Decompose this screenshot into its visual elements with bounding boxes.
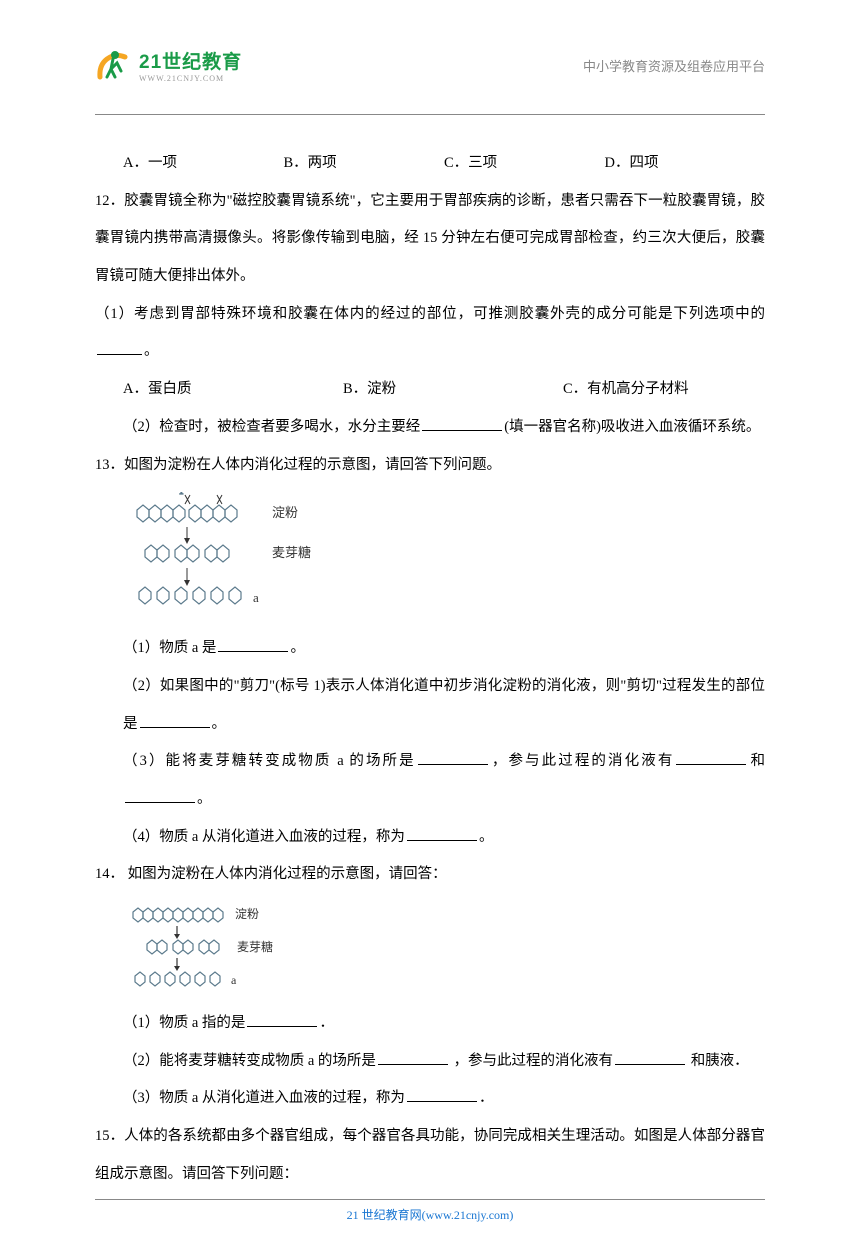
- option-b: B．淀粉: [343, 371, 563, 409]
- q13-p3-a: （3）能将麦芽糖转变成物质 a 的场所是: [123, 753, 416, 769]
- q13-stem: 13．如图为淀粉在人体内消化过程的示意图，请回答下列问题。: [95, 447, 765, 485]
- q14-p3-text: （3）物质 a 从消化道进入血液的过程，称为: [123, 1090, 405, 1106]
- q15-stem: 15．人体的各系统都由多个器官组成，每个器官各具功能，协同完成相关生理活动。如图…: [95, 1118, 765, 1193]
- q13-p2-end: 。: [212, 716, 227, 732]
- q13-part1: （1）物质 a 是 。: [95, 630, 765, 668]
- footer-divider: [95, 1199, 765, 1200]
- logo-text: 21世纪教育 WWW.21CNJY.COM: [139, 47, 242, 83]
- q11-options: A．一项 B．两项 C．三项 D．四项: [95, 145, 765, 183]
- blank: [422, 414, 502, 431]
- q14-p2-b: ，参与此过程的消化液有: [450, 1053, 613, 1069]
- blank: [378, 1048, 448, 1065]
- page-footer: 21 世纪教育网(www.21cnjy.com): [0, 1199, 860, 1223]
- label-a: a: [231, 973, 237, 987]
- q14-p2-c: 和胰液．: [687, 1053, 749, 1069]
- q13-p1-text: （1）物质 a 是: [123, 640, 216, 656]
- blank: [676, 748, 746, 765]
- q14-p1-text: （1）物质 a 指的是: [123, 1015, 245, 1031]
- label-maltose: 麦芽糖: [237, 939, 273, 954]
- q12-p2-text: （2）检查时，被检查者要多喝水，水分主要经: [123, 419, 420, 435]
- q13-p3-b: ，参与此过程的消化液有: [490, 753, 675, 769]
- content: A．一项 B．两项 C．三项 D．四项 12．胶囊胃镜全称为"磁控胶囊胃镜系统"…: [95, 145, 765, 1193]
- q12-options: A．蛋白质 B．淀粉 C．有机高分子材料: [95, 371, 765, 409]
- option-c: C．有机高分子材料: [563, 371, 689, 409]
- option-c: C．三项: [444, 145, 605, 183]
- q13-p3-d: 。: [197, 791, 212, 807]
- q14-figure: 淀粉 麦芽糖 a: [95, 902, 765, 997]
- q14-p2-a: （2）能将麦芽糖转变成物质 a 的场所是: [123, 1053, 376, 1069]
- option-d: D．四项: [605, 145, 766, 183]
- svg-text:1: 1: [179, 492, 184, 496]
- q13-part2: （2）如果图中的"剪刀"(标号 1)表示人体消化道中初步消化淀粉的消化液，则"剪…: [95, 668, 765, 743]
- q12-p2-end: (填一器官名称)吸收进入血液循环系统。: [504, 419, 760, 435]
- header-subtitle: 中小学教育资源及组卷应用平台: [583, 56, 765, 75]
- q12-part2: （2）检查时，被检查者要多喝水，水分主要经 (填一器官名称)吸收进入血液循环系统。: [95, 409, 765, 447]
- label-a: a: [253, 590, 259, 605]
- q12-part1: （1）考虑到胃部特殊环境和胶囊在体内的经过的部位，可推测胶囊外壳的成分可能是下列…: [95, 296, 765, 371]
- header-divider: [95, 114, 765, 115]
- q14-stem: 14． 如图为淀粉在人体内消化过程的示意图，请回答：: [95, 856, 765, 894]
- q12-p1-end: 。: [144, 343, 159, 359]
- blank: [125, 786, 195, 803]
- q12-stem: 12．胶囊胃镜全称为"磁控胶囊胃镜系统"，它主要用于胃部疾病的诊断，患者只需吞下…: [95, 183, 765, 296]
- q13-p1-end: 。: [290, 640, 305, 656]
- q13-part4: （4）物质 a 从消化道进入血液的过程，称为 。: [95, 819, 765, 857]
- logo-sub: WWW.21CNJY.COM: [139, 74, 242, 83]
- label-starch: 淀粉: [272, 505, 298, 520]
- logo-icon: [95, 45, 135, 85]
- blank: [418, 748, 488, 765]
- q13-part3: （3）能将麦芽糖转变成物质 a 的场所是 ，参与此过程的消化液有 和。: [95, 743, 765, 818]
- q12-p1-text: （1）考虑到胃部特殊环境和胶囊在体内的经过的部位，可推测胶囊外壳的成分可能是下列…: [95, 306, 765, 322]
- label-maltose: 麦芽糖: [272, 545, 311, 560]
- blank: [407, 1085, 477, 1102]
- label-starch: 淀粉: [235, 907, 259, 921]
- blank: [407, 824, 477, 841]
- blank: [615, 1048, 685, 1065]
- option-b: B．两项: [284, 145, 445, 183]
- page-header: 21世纪教育 WWW.21CNJY.COM 中小学教育资源及组卷应用平台: [95, 40, 765, 90]
- logo-main: 21世纪教育: [139, 47, 242, 74]
- q14-p1-end: ．: [319, 1015, 334, 1031]
- q13-figure: 1: [95, 492, 765, 622]
- q13-p4-end: 。: [479, 829, 494, 845]
- footer-text: 21 世纪教育网(www.21cnjy.com): [0, 1206, 860, 1223]
- q14-part2: （2）能将麦芽糖转变成物质 a 的场所是 ，参与此过程的消化液有 和胰液．: [95, 1043, 765, 1081]
- option-a: A．蛋白质: [123, 371, 343, 409]
- blank: [140, 711, 210, 728]
- logo: 21世纪教育 WWW.21CNJY.COM: [95, 45, 242, 85]
- blank: [218, 635, 288, 652]
- q13-p4-text: （4）物质 a 从消化道进入血液的过程，称为: [123, 829, 405, 845]
- q14-p3-end: ．: [479, 1090, 494, 1106]
- option-a: A．一项: [123, 145, 284, 183]
- blank: [247, 1010, 317, 1027]
- q13-p3-c: 和: [748, 753, 765, 769]
- q14-part3: （3）物质 a 从消化道进入血液的过程，称为 ．: [95, 1080, 765, 1118]
- q14-part1: （1）物质 a 指的是 ．: [95, 1005, 765, 1043]
- blank: [97, 338, 142, 355]
